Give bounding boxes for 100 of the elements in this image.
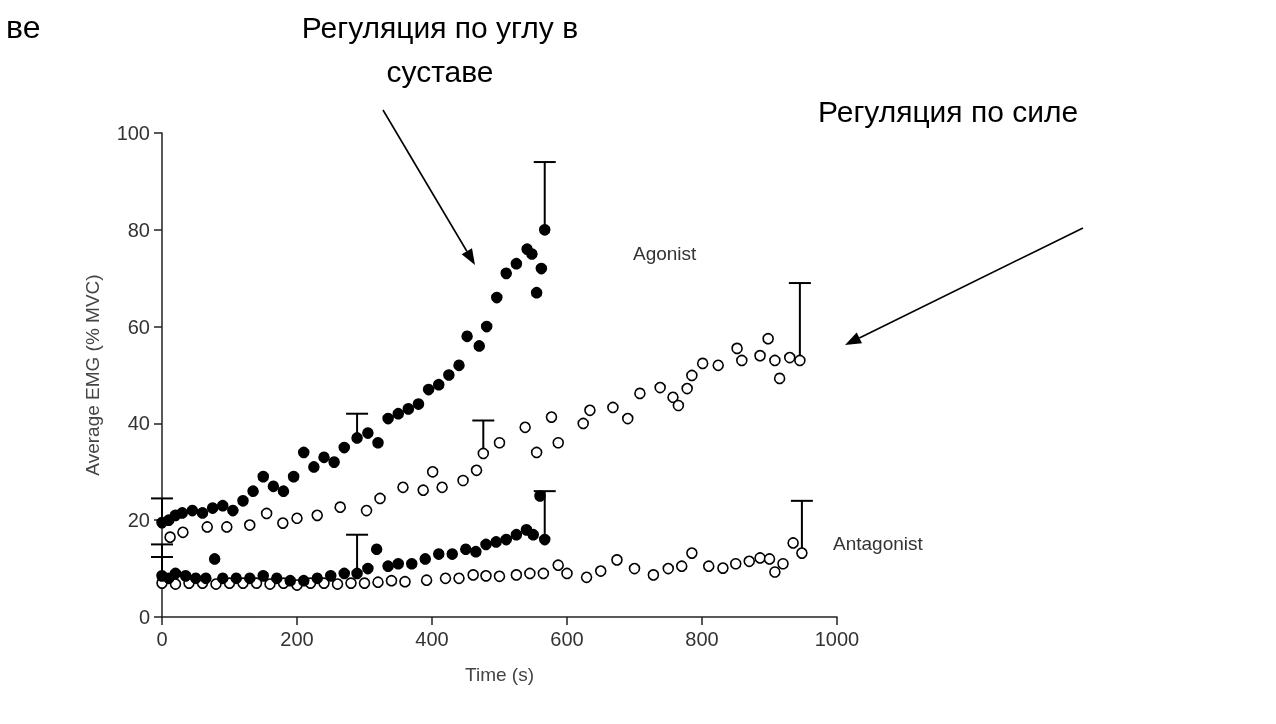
point: [769, 566, 781, 578]
point: [493, 570, 506, 583]
x-tick-label: 200: [280, 628, 314, 650]
text: Регуляция по углу в суставе: [300, 10, 580, 90]
point: [216, 572, 229, 585]
point: [196, 507, 209, 519]
point: [372, 436, 384, 449]
y-tick-label: 20: [127, 509, 150, 532]
point: [338, 441, 351, 454]
point: [762, 332, 774, 345]
point: [270, 572, 283, 585]
text: Регуляция по силе: [818, 94, 1079, 130]
point: [247, 485, 259, 497]
point: [331, 578, 344, 590]
point: [552, 559, 565, 572]
point: [382, 560, 394, 572]
point: [681, 382, 693, 395]
point: [201, 521, 214, 533]
point: [763, 553, 776, 565]
point: [436, 481, 448, 494]
point: [773, 372, 786, 385]
point: [524, 567, 536, 580]
point: [287, 470, 300, 483]
point: [647, 569, 660, 581]
point: [607, 401, 619, 414]
point: [221, 521, 233, 533]
point: [439, 572, 452, 585]
point: [754, 552, 766, 564]
point: [477, 447, 490, 460]
point: [794, 354, 806, 367]
y-tick-label: 0: [138, 606, 150, 628]
point: [519, 421, 531, 434]
point: [594, 565, 607, 577]
x-tick-label: 600: [550, 628, 584, 650]
point: [538, 224, 551, 236]
point: [461, 330, 473, 343]
point: [422, 383, 435, 396]
point: [530, 446, 543, 459]
point: [230, 572, 243, 585]
point: [561, 567, 573, 580]
point: [584, 404, 596, 417]
point: [237, 495, 249, 507]
point: [577, 417, 589, 430]
point: [510, 257, 523, 270]
text: ве: [6, 8, 41, 47]
point: [473, 340, 486, 352]
point: [362, 562, 374, 575]
point: [334, 501, 346, 513]
point: [358, 577, 371, 589]
point: [362, 427, 374, 439]
point: [420, 574, 433, 587]
point: [382, 412, 394, 425]
point: [470, 464, 483, 477]
point: [372, 576, 384, 588]
point: [402, 403, 415, 415]
point: [318, 451, 330, 464]
point: [662, 562, 675, 575]
point: [297, 574, 310, 587]
point: [736, 354, 748, 367]
point: [405, 557, 418, 570]
point: [580, 571, 593, 584]
point: [500, 267, 513, 280]
point: [675, 560, 688, 572]
point: [417, 484, 430, 496]
point: [712, 359, 724, 372]
point: [345, 577, 357, 589]
annotation: Antagonist: [833, 532, 923, 556]
point: [392, 557, 405, 570]
point: [459, 543, 472, 556]
point: [783, 351, 796, 364]
point: [545, 411, 558, 423]
point: [267, 480, 280, 493]
point: [667, 391, 679, 404]
point: [672, 399, 685, 412]
point: [654, 381, 666, 394]
point: [216, 499, 229, 512]
point: [552, 436, 565, 449]
point: [257, 570, 270, 582]
point: [527, 528, 540, 541]
point: [686, 547, 698, 559]
point: [374, 492, 386, 505]
point: [311, 509, 324, 522]
point: [510, 569, 523, 581]
y-axis-title: Average EMG (% MVC): [82, 274, 103, 476]
point: [446, 548, 459, 560]
point: [392, 407, 405, 420]
point: [291, 512, 303, 525]
annotation: Agonist: [633, 242, 697, 266]
point: [510, 528, 523, 541]
point: [696, 357, 709, 370]
point: [729, 557, 742, 570]
point: [360, 504, 373, 517]
x-axis-title: Time (s): [465, 664, 534, 685]
point: [480, 320, 493, 333]
point: [186, 504, 199, 517]
point: [480, 538, 492, 551]
point: [530, 286, 543, 299]
x-tick-label: 1000: [814, 628, 860, 650]
point: [164, 531, 176, 543]
point: [443, 369, 455, 381]
